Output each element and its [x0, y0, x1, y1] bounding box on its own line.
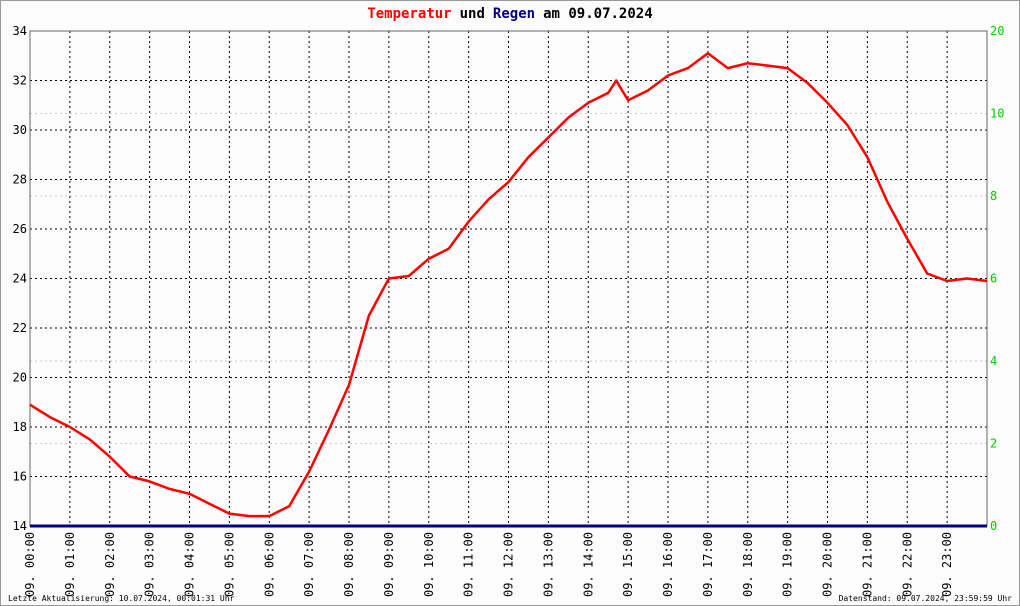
x-tick-label: 09. 04:00 [183, 532, 197, 597]
y2-tick-label: 20 [990, 24, 1004, 38]
footer-left: Letzte Aktualisierung: 10.07.2024, 00:01… [8, 594, 235, 603]
x-tick-label: 09. 05:00 [222, 532, 236, 597]
y-tick-label: 16 [13, 470, 27, 484]
y-tick-label: 30 [13, 123, 27, 137]
y-tick-label: 18 [13, 420, 27, 434]
x-tick-label: 09. 00:00 [23, 532, 37, 597]
x-tick-label: 09. 20:00 [821, 532, 835, 597]
y-tick-label: 32 [13, 74, 27, 88]
x-tick-label: 09. 19:00 [781, 532, 795, 597]
x-tick-label: 09. 21:00 [860, 532, 874, 597]
x-tick-label: 09. 17:00 [701, 532, 715, 597]
title-part: und [460, 6, 485, 22]
x-tick-label: 09. 06:00 [262, 532, 276, 597]
x-tick-label: 09. 01:00 [63, 532, 77, 597]
footer-right: Datenstand: 09.07.2024, 23:59:59 Uhr [839, 594, 1013, 603]
x-tick-label: 09. 03:00 [143, 532, 157, 597]
y2-tick-label: 0 [990, 519, 997, 533]
x-tick-label: 09. 02:00 [103, 532, 117, 597]
y-tick-label: 24 [13, 272, 27, 286]
x-tick-label: 09. 22:00 [900, 532, 914, 597]
y2-tick-label: 4 [990, 354, 997, 368]
y-tick-label: 22 [13, 321, 27, 335]
x-tick-label: 09. 08:00 [342, 532, 356, 597]
y-tick-label: 14 [13, 519, 27, 533]
x-tick-label: 09. 09:00 [382, 532, 396, 597]
x-tick-label: 09. 16:00 [661, 532, 675, 597]
y-tick-label: 34 [13, 24, 27, 38]
x-tick-label: 09. 10:00 [422, 532, 436, 597]
x-tick-label: 09. 15:00 [621, 532, 635, 597]
y-tick-label: 28 [13, 173, 27, 187]
x-tick-label: 09. 14:00 [581, 532, 595, 597]
title-part: Regen [493, 6, 535, 22]
y2-tick-label: 8 [990, 189, 997, 203]
data-line [29, 52, 988, 518]
x-tick-label: 09. 23:00 [940, 532, 954, 597]
y-tick-label: 20 [13, 371, 27, 385]
x-tick-label: 09. 11:00 [462, 532, 476, 597]
x-tick-label: 09. 18:00 [741, 532, 755, 597]
y2-tick-label: 2 [990, 437, 997, 451]
x-tick-label: 09. 13:00 [541, 532, 555, 597]
y-tick-label: 26 [13, 222, 27, 236]
y2-tick-label: 10 [990, 107, 1004, 121]
title-part: Temperatur [367, 6, 451, 22]
x-tick-label: 09. 07:00 [302, 532, 316, 597]
chart-title: Temperatur und Regen am 09.07.2024 [367, 6, 652, 22]
title-part: am 09.07.2024 [543, 6, 653, 22]
y2-tick-label: 6 [990, 272, 997, 286]
x-tick-label: 09. 12:00 [502, 532, 516, 597]
